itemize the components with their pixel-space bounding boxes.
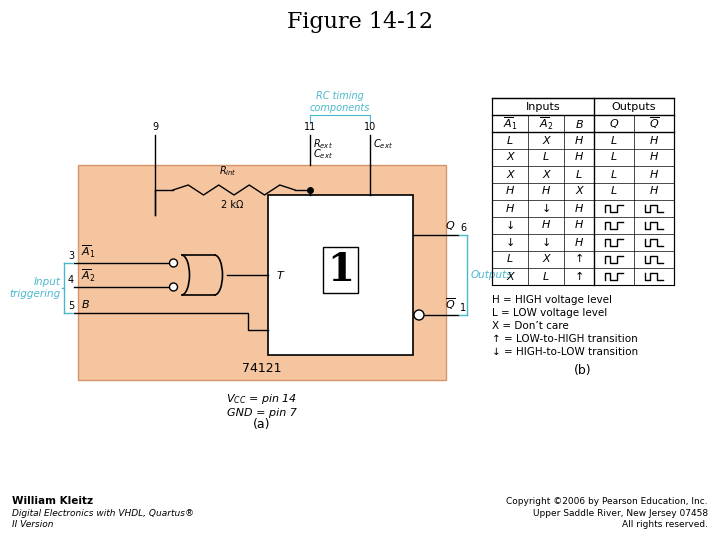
Text: ↑: ↑ xyxy=(575,272,584,281)
Text: X: X xyxy=(506,152,514,163)
Text: L: L xyxy=(507,254,513,265)
Text: H: H xyxy=(575,136,583,145)
Text: H: H xyxy=(650,152,658,163)
Text: 11: 11 xyxy=(304,122,316,132)
Text: ↓: ↓ xyxy=(505,238,515,247)
Text: ↑: ↑ xyxy=(575,254,584,265)
Text: $R_{int}$: $R_{int}$ xyxy=(219,164,236,178)
Text: H: H xyxy=(650,136,658,145)
Text: Figure 14-12: Figure 14-12 xyxy=(287,11,433,33)
Text: L: L xyxy=(611,136,617,145)
Text: All rights reserved.: All rights reserved. xyxy=(622,520,708,529)
Text: 10: 10 xyxy=(364,122,376,132)
Text: II Version: II Version xyxy=(12,520,53,529)
Text: $\overline{A}_2$: $\overline{A}_2$ xyxy=(81,267,96,284)
Text: H: H xyxy=(650,186,658,197)
Text: $\overline{Q}$: $\overline{Q}$ xyxy=(445,296,456,312)
Text: H: H xyxy=(506,204,514,213)
Text: ↑ = LOW-to-HIGH transition: ↑ = LOW-to-HIGH transition xyxy=(492,334,638,344)
Text: Outputs: Outputs xyxy=(612,102,656,111)
Text: 3: 3 xyxy=(68,251,74,261)
Text: H: H xyxy=(575,238,583,247)
Text: $Q$: $Q$ xyxy=(445,219,455,232)
Circle shape xyxy=(169,259,178,267)
Text: L: L xyxy=(543,272,549,281)
Text: H: H xyxy=(506,186,514,197)
Text: 2 kΩ: 2 kΩ xyxy=(221,200,243,210)
Text: H: H xyxy=(542,186,550,197)
Text: Copyright ©2006 by Pearson Education, Inc.: Copyright ©2006 by Pearson Education, In… xyxy=(506,497,708,506)
Text: 9: 9 xyxy=(152,122,158,132)
Bar xyxy=(268,195,413,355)
Bar xyxy=(78,165,446,380)
Text: L: L xyxy=(507,136,513,145)
Text: RC timing
components: RC timing components xyxy=(310,91,370,113)
Text: X: X xyxy=(575,186,582,197)
Text: Inputs: Inputs xyxy=(526,102,560,111)
Circle shape xyxy=(414,310,424,320)
Text: Digital Electronics with VHDL, Quartus®: Digital Electronics with VHDL, Quartus® xyxy=(12,509,194,518)
Text: L: L xyxy=(611,186,617,197)
Text: $C_{ext}$: $C_{ext}$ xyxy=(313,147,333,161)
Text: X: X xyxy=(506,272,514,281)
Text: L: L xyxy=(543,152,549,163)
Text: $C_{ext}$: $C_{ext}$ xyxy=(373,137,393,151)
Text: $\overline{A}_2$: $\overline{A}_2$ xyxy=(539,115,553,132)
Text: X: X xyxy=(542,170,550,179)
Text: H: H xyxy=(650,170,658,179)
Text: ↓: ↓ xyxy=(541,204,551,213)
Text: ↓ = HIGH-to-LOW transition: ↓ = HIGH-to-LOW transition xyxy=(492,347,638,357)
Text: $\overline{A}_1$: $\overline{A}_1$ xyxy=(81,244,96,260)
Text: H: H xyxy=(542,220,550,231)
Text: 6: 6 xyxy=(460,223,466,233)
Text: $\overline{Q}$: $\overline{Q}$ xyxy=(649,116,660,131)
Text: 74121: 74121 xyxy=(242,361,282,375)
Text: H: H xyxy=(575,220,583,231)
Text: $R_{ext}$: $R_{ext}$ xyxy=(313,137,333,151)
Text: $\overline{A}_1$: $\overline{A}_1$ xyxy=(503,115,517,132)
Text: H = HIGH voltage level: H = HIGH voltage level xyxy=(492,295,612,305)
Text: X: X xyxy=(542,136,550,145)
Text: 5: 5 xyxy=(68,301,74,311)
Text: (b): (b) xyxy=(574,364,592,377)
Text: $Q$: $Q$ xyxy=(609,117,619,130)
Text: X: X xyxy=(542,254,550,265)
Text: Input
triggering: Input triggering xyxy=(10,277,61,299)
Text: $T$: $T$ xyxy=(276,269,286,281)
Text: 1: 1 xyxy=(327,251,354,289)
Text: Upper Saddle River, New Jersey 07458: Upper Saddle River, New Jersey 07458 xyxy=(533,509,708,518)
Text: 4: 4 xyxy=(68,275,74,285)
Text: 1: 1 xyxy=(460,303,466,313)
Bar xyxy=(492,98,674,285)
Text: $V_{CC}$ = pin 14
GND = pin 7: $V_{CC}$ = pin 14 GND = pin 7 xyxy=(226,392,297,417)
Text: ↓: ↓ xyxy=(541,238,551,247)
Text: L: L xyxy=(611,152,617,163)
Circle shape xyxy=(169,283,178,291)
Text: L: L xyxy=(576,170,582,179)
Text: X: X xyxy=(506,170,514,179)
Text: William Kleitz: William Kleitz xyxy=(12,496,93,506)
Text: L = LOW voltage level: L = LOW voltage level xyxy=(492,308,607,318)
Text: Outputs: Outputs xyxy=(471,270,513,280)
Text: $B$: $B$ xyxy=(81,298,90,310)
Text: ↓: ↓ xyxy=(505,220,515,231)
Text: L: L xyxy=(611,170,617,179)
Text: (a): (a) xyxy=(253,418,271,431)
Text: X = Don’t care: X = Don’t care xyxy=(492,321,569,331)
Text: H: H xyxy=(575,152,583,163)
Text: $B$: $B$ xyxy=(575,118,583,130)
Text: H: H xyxy=(575,204,583,213)
